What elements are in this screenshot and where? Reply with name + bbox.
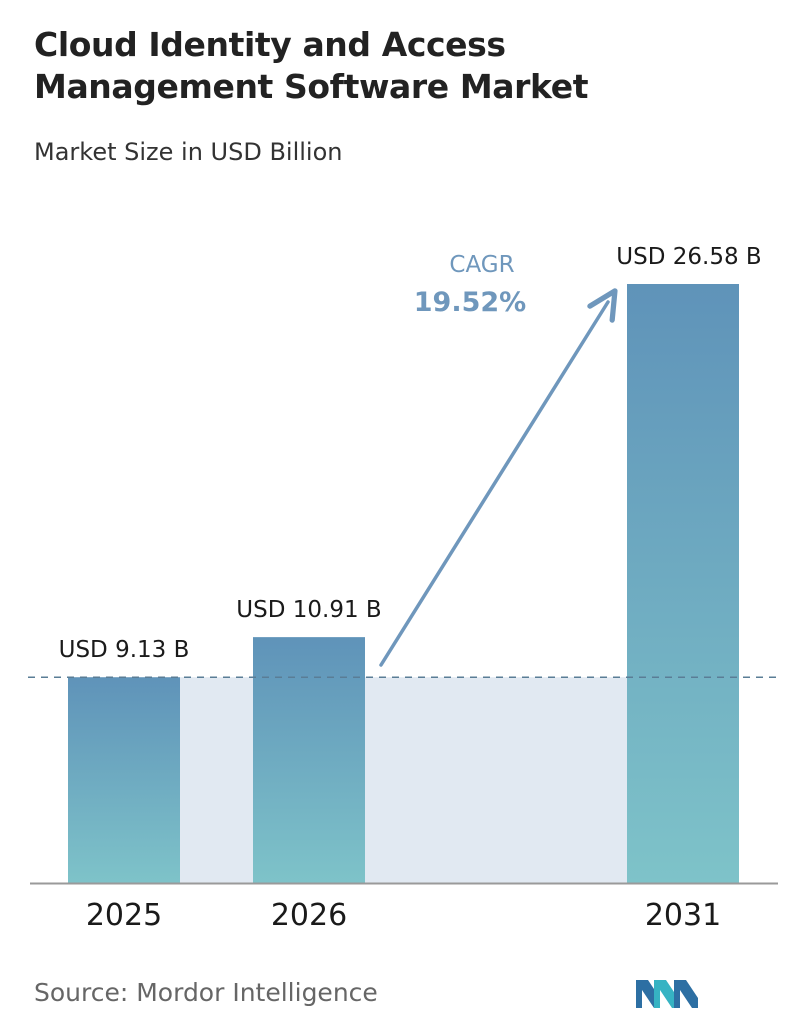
bar-chart: CAGR 19.52% USD 9.13 B USD 10.91 B USD 26.… bbox=[28, 244, 780, 933]
bar-2025 bbox=[68, 677, 180, 883]
cagr-value: 19.52% bbox=[414, 287, 526, 318]
cagr-arrow bbox=[379, 288, 618, 667]
source-credit: Source: Mordor Intelligence bbox=[34, 978, 378, 1007]
chart-title: Cloud Identity and Access Management Sof… bbox=[34, 25, 589, 106]
x-tick-2026: 2026 bbox=[271, 898, 347, 933]
value-label-2025: USD 9.13 B bbox=[59, 637, 190, 663]
cagr-label: CAGR bbox=[449, 252, 514, 278]
value-label-2031: USD 26.58 B bbox=[616, 244, 761, 270]
bar-2031 bbox=[627, 284, 739, 883]
x-tick-2025: 2025 bbox=[86, 898, 162, 933]
bar-2026 bbox=[253, 637, 365, 883]
x-tick-2031: 2031 bbox=[645, 898, 721, 933]
mordor-intelligence-logo bbox=[636, 980, 698, 1008]
chart-subtitle: Market Size in USD Billion bbox=[34, 138, 343, 166]
value-label-2026: USD 10.91 B bbox=[236, 597, 381, 623]
